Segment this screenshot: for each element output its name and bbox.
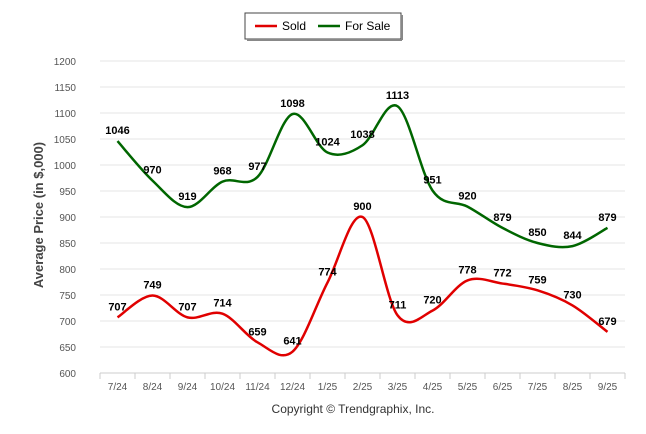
data-label-for-sale: 951 bbox=[423, 174, 441, 186]
x-tick-10-24: 10/24 bbox=[210, 382, 235, 393]
data-labels: 707 749 707 714 659 641 774 900 711 720 778 772 759 7… bbox=[105, 90, 616, 347]
legend-label-sold[interactable]: Sold bbox=[282, 19, 306, 33]
x-axis-ticks: 7/24 8/24 9/24 10/24 11/24 12/24 1/25 2/25 3/25 4… bbox=[99, 373, 626, 393]
copyright-footer: Copyright © Trendgraphix, Inc. bbox=[272, 402, 435, 416]
y-tick-950: 950 bbox=[59, 187, 76, 198]
y-tick-800: 800 bbox=[59, 265, 76, 276]
y-tick-900: 900 bbox=[59, 213, 76, 224]
x-tick-6-25: 6/25 bbox=[493, 382, 513, 393]
data-label-sold: 679 bbox=[598, 316, 616, 328]
grid bbox=[100, 60, 625, 374]
x-tick-4-25: 4/25 bbox=[423, 382, 443, 393]
data-label-for-sale: 1024 bbox=[315, 137, 340, 149]
x-tick-8-24: 8/24 bbox=[143, 382, 163, 393]
series-line-sold bbox=[116, 215, 609, 357]
y-tick-600: 600 bbox=[59, 369, 76, 380]
data-label-for-sale: 919 bbox=[178, 191, 196, 203]
y-tick-1000: 1000 bbox=[54, 161, 77, 172]
data-label-sold: 774 bbox=[318, 267, 337, 279]
x-tick-1-25: 1/25 bbox=[318, 382, 338, 393]
data-label-sold: 641 bbox=[283, 336, 301, 348]
data-label-for-sale: 970 bbox=[143, 165, 161, 177]
x-tick-7-25: 7/25 bbox=[528, 382, 548, 393]
x-tick-3-25: 3/25 bbox=[388, 382, 408, 393]
data-label-for-sale: 1046 bbox=[105, 125, 129, 137]
data-label-sold: 772 bbox=[493, 268, 511, 280]
data-label-for-sale: 1038 bbox=[350, 129, 374, 141]
series-line-for-sale bbox=[116, 104, 609, 249]
x-tick-9-25: 9/25 bbox=[598, 382, 618, 393]
x-tick-7-24: 7/24 bbox=[108, 382, 128, 393]
data-label-sold: 707 bbox=[178, 301, 196, 313]
y-tick-1200: 1200 bbox=[54, 57, 77, 68]
data-label-for-sale: 968 bbox=[213, 166, 231, 178]
data-label-sold: 759 bbox=[528, 274, 546, 286]
y-tick-1150: 1150 bbox=[54, 83, 76, 94]
data-label-for-sale: 850 bbox=[528, 227, 546, 239]
y-tick-850: 850 bbox=[59, 239, 76, 250]
data-label-sold: 707 bbox=[108, 301, 126, 313]
data-label-for-sale: 977 bbox=[248, 161, 266, 173]
data-label-sold: 714 bbox=[213, 298, 232, 310]
x-tick-9-24: 9/24 bbox=[178, 382, 198, 393]
data-label-for-sale: 1098 bbox=[280, 98, 304, 110]
x-tick-8-25: 8/25 bbox=[563, 382, 583, 393]
data-label-sold: 730 bbox=[563, 289, 581, 301]
data-label-for-sale: 920 bbox=[458, 191, 476, 203]
x-tick-5-25: 5/25 bbox=[458, 382, 478, 393]
data-label-for-sale: 844 bbox=[563, 230, 582, 242]
legend[interactable]: Sold For Sale bbox=[244, 12, 403, 41]
x-tick-12-24: 12/24 bbox=[280, 382, 305, 393]
y-axis-ticks: 600 650 700 750 800 850 900 950 1000 1050 1100 1150… bbox=[54, 57, 77, 380]
data-label-sold: 720 bbox=[423, 295, 441, 307]
data-label-sold: 659 bbox=[248, 326, 266, 338]
data-label-sold: 900 bbox=[353, 201, 371, 213]
data-label-for-sale: 1113 bbox=[386, 90, 409, 102]
series-lines bbox=[116, 104, 609, 357]
y-tick-700: 700 bbox=[59, 317, 76, 328]
legend-label-for-sale[interactable]: For Sale bbox=[345, 19, 391, 33]
data-label-sold: 778 bbox=[458, 264, 476, 276]
x-tick-2-25: 2/25 bbox=[353, 382, 373, 393]
y-tick-1100: 1100 bbox=[54, 109, 76, 120]
y-axis-title: Average Price (in $,000) bbox=[31, 142, 46, 288]
y-tick-1050: 1050 bbox=[54, 135, 77, 146]
x-tick-11-24: 11/24 bbox=[245, 382, 270, 393]
data-label-for-sale: 879 bbox=[598, 212, 616, 224]
data-label-sold: 711 bbox=[389, 299, 407, 311]
data-label-for-sale: 879 bbox=[493, 212, 511, 224]
y-tick-650: 650 bbox=[59, 343, 76, 354]
y-tick-750: 750 bbox=[59, 291, 76, 302]
data-label-sold: 749 bbox=[143, 280, 161, 292]
